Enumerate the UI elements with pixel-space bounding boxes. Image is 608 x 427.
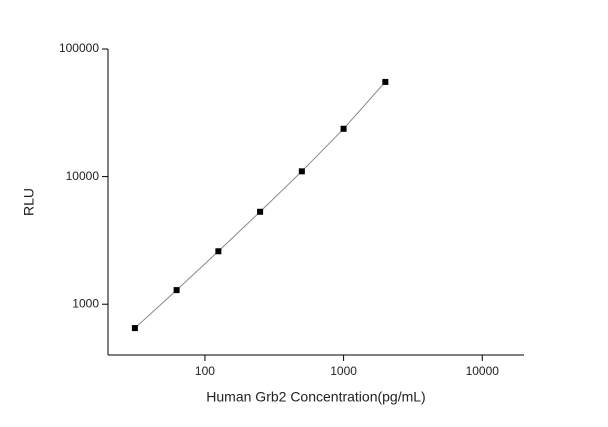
point xyxy=(340,125,347,132)
point xyxy=(131,325,138,332)
y-tick-label: 1000 xyxy=(72,296,99,310)
point xyxy=(215,248,222,255)
x-tick-label: 10000 xyxy=(466,364,500,378)
y-axis-title: RLU xyxy=(21,188,37,216)
point xyxy=(298,168,305,175)
fit-line xyxy=(134,81,386,329)
point xyxy=(382,78,389,85)
point xyxy=(173,287,180,294)
x-tick-label: 100 xyxy=(195,364,215,378)
y-tick-label: 10000 xyxy=(66,169,100,183)
x-tick-label: 1000 xyxy=(330,364,357,378)
x-axis-title: Human Grb2 Concentration(pg/mL) xyxy=(206,389,425,405)
point xyxy=(257,208,264,215)
y-tick-label: 100000 xyxy=(59,41,99,55)
